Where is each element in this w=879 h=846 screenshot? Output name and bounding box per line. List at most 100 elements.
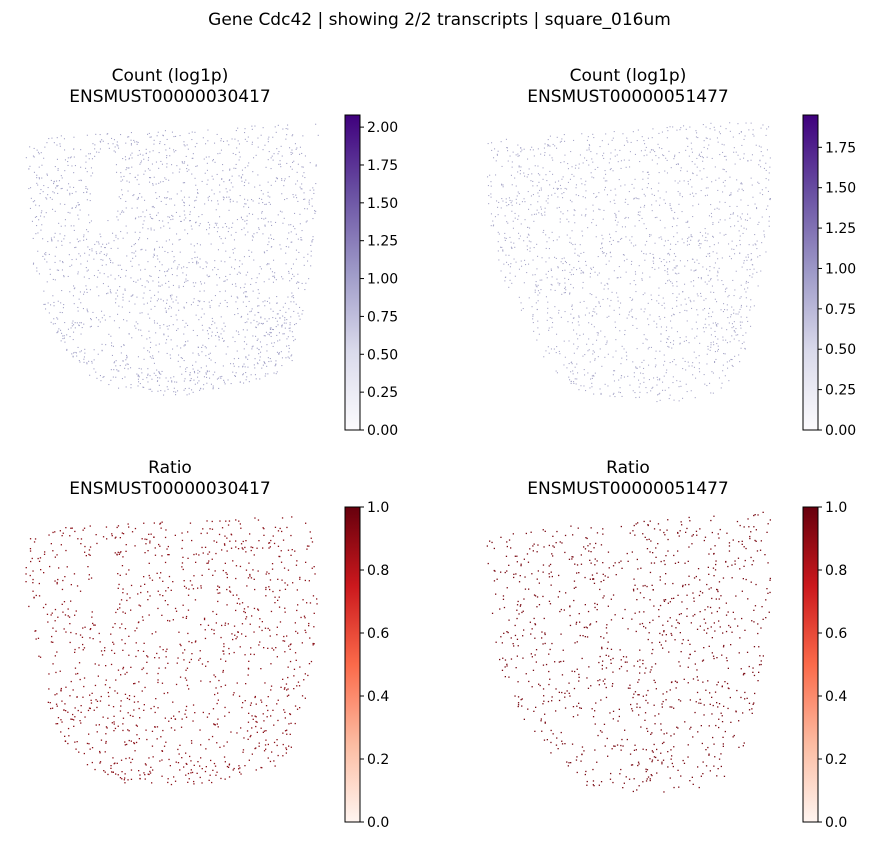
point-1-117 (727, 296, 729, 298)
point-2-452 (280, 686, 282, 688)
point-3-125 (593, 582, 596, 584)
point-0-1788 (148, 157, 150, 159)
point-3-89 (605, 686, 607, 689)
point-2-314 (175, 761, 177, 763)
point-3-162 (661, 742, 664, 745)
point-0-1102 (171, 164, 173, 166)
point-3-9 (660, 752, 662, 754)
point-0-1224 (248, 162, 250, 164)
point-0-797 (226, 279, 228, 281)
point-1-1645 (609, 252, 611, 254)
point-0-1867 (288, 351, 290, 353)
point-2-494 (250, 577, 253, 579)
point-0-13 (261, 212, 263, 214)
point-0-159 (229, 189, 231, 191)
point-1-29 (715, 179, 717, 181)
point-0-1800 (167, 252, 169, 254)
point-0-812 (62, 338, 64, 340)
point-0-1099 (239, 272, 241, 274)
point-1-1609 (604, 186, 606, 188)
point-2-683 (79, 590, 82, 592)
point-2-404 (73, 573, 76, 575)
point-2-95 (302, 599, 304, 601)
point-1-862 (635, 273, 637, 275)
point-1-1288 (490, 193, 492, 195)
point-2-430 (133, 742, 136, 745)
point-0-788 (38, 177, 40, 179)
point-0-1822 (153, 372, 155, 374)
point-0-1808 (231, 266, 233, 268)
point-0-1077 (246, 223, 248, 225)
point-0-1624 (180, 357, 182, 359)
point-2-1067 (105, 740, 107, 743)
point-1-565 (724, 309, 726, 311)
point-1-429 (511, 210, 513, 212)
point-3-17 (732, 611, 734, 613)
point-0-1450 (89, 249, 91, 251)
point-0-103 (181, 199, 183, 201)
point-0-1870 (264, 318, 266, 320)
point-0-239 (237, 140, 239, 142)
point-0-1761 (130, 154, 132, 156)
point-3-112 (667, 519, 669, 521)
point-1-509 (663, 259, 665, 261)
point-1-141 (662, 381, 664, 383)
point-1-1576 (676, 281, 678, 283)
point-3-88 (630, 764, 633, 766)
point-1-397 (500, 270, 502, 272)
point-1-1363 (739, 216, 741, 218)
point-2-881 (274, 596, 276, 598)
point-2-1031 (83, 677, 86, 679)
point-0-17 (120, 180, 122, 182)
point-1-890 (691, 365, 693, 367)
point-1-759 (582, 355, 584, 357)
point-0-1375 (64, 170, 66, 172)
point-1-549 (729, 130, 731, 132)
point-2-989 (191, 584, 193, 586)
point-2-554 (121, 639, 123, 641)
point-1-765 (702, 235, 704, 237)
point-0-47 (251, 199, 253, 201)
point-0-1094 (238, 271, 240, 273)
point-0-324 (89, 200, 91, 202)
point-0-660 (90, 220, 92, 222)
point-0-531 (99, 148, 101, 150)
point-1-1048 (733, 312, 735, 314)
point-0-1556 (196, 189, 198, 191)
point-0-1535 (291, 331, 293, 333)
point-1-515 (738, 188, 740, 190)
point-2-181 (137, 650, 139, 652)
point-1-1323 (590, 378, 592, 380)
point-0-380 (275, 177, 277, 179)
point-1-567 (644, 244, 646, 246)
point-1-62 (621, 357, 623, 359)
point-1-381 (654, 151, 656, 153)
point-2-929 (224, 706, 226, 709)
point-0-1415 (245, 274, 247, 276)
point-0-1407 (74, 322, 76, 324)
point-1-460 (547, 139, 549, 141)
point-1-1071 (745, 291, 747, 293)
point-1-1175 (663, 155, 665, 157)
point-0-960 (246, 296, 248, 298)
point-0-895 (292, 161, 294, 163)
point-0-1412 (87, 188, 89, 190)
point-0-196 (142, 378, 144, 380)
point-2-152 (167, 778, 169, 780)
point-0-1084 (265, 217, 267, 219)
point-0-1768 (199, 266, 201, 268)
point-3-189 (707, 746, 709, 749)
point-1-413 (577, 254, 579, 256)
point-0-527 (179, 238, 181, 240)
point-2-727 (185, 752, 187, 754)
point-1-1655 (578, 255, 580, 257)
point-1-227 (627, 217, 629, 219)
point-2-679 (271, 751, 273, 753)
point-1-1429 (709, 349, 711, 351)
point-0-727 (216, 274, 218, 276)
point-0-1635 (83, 291, 85, 293)
point-1-1150 (653, 257, 655, 259)
point-1-373 (493, 224, 495, 226)
point-0-772 (132, 294, 134, 296)
point-0-1462 (167, 388, 169, 390)
